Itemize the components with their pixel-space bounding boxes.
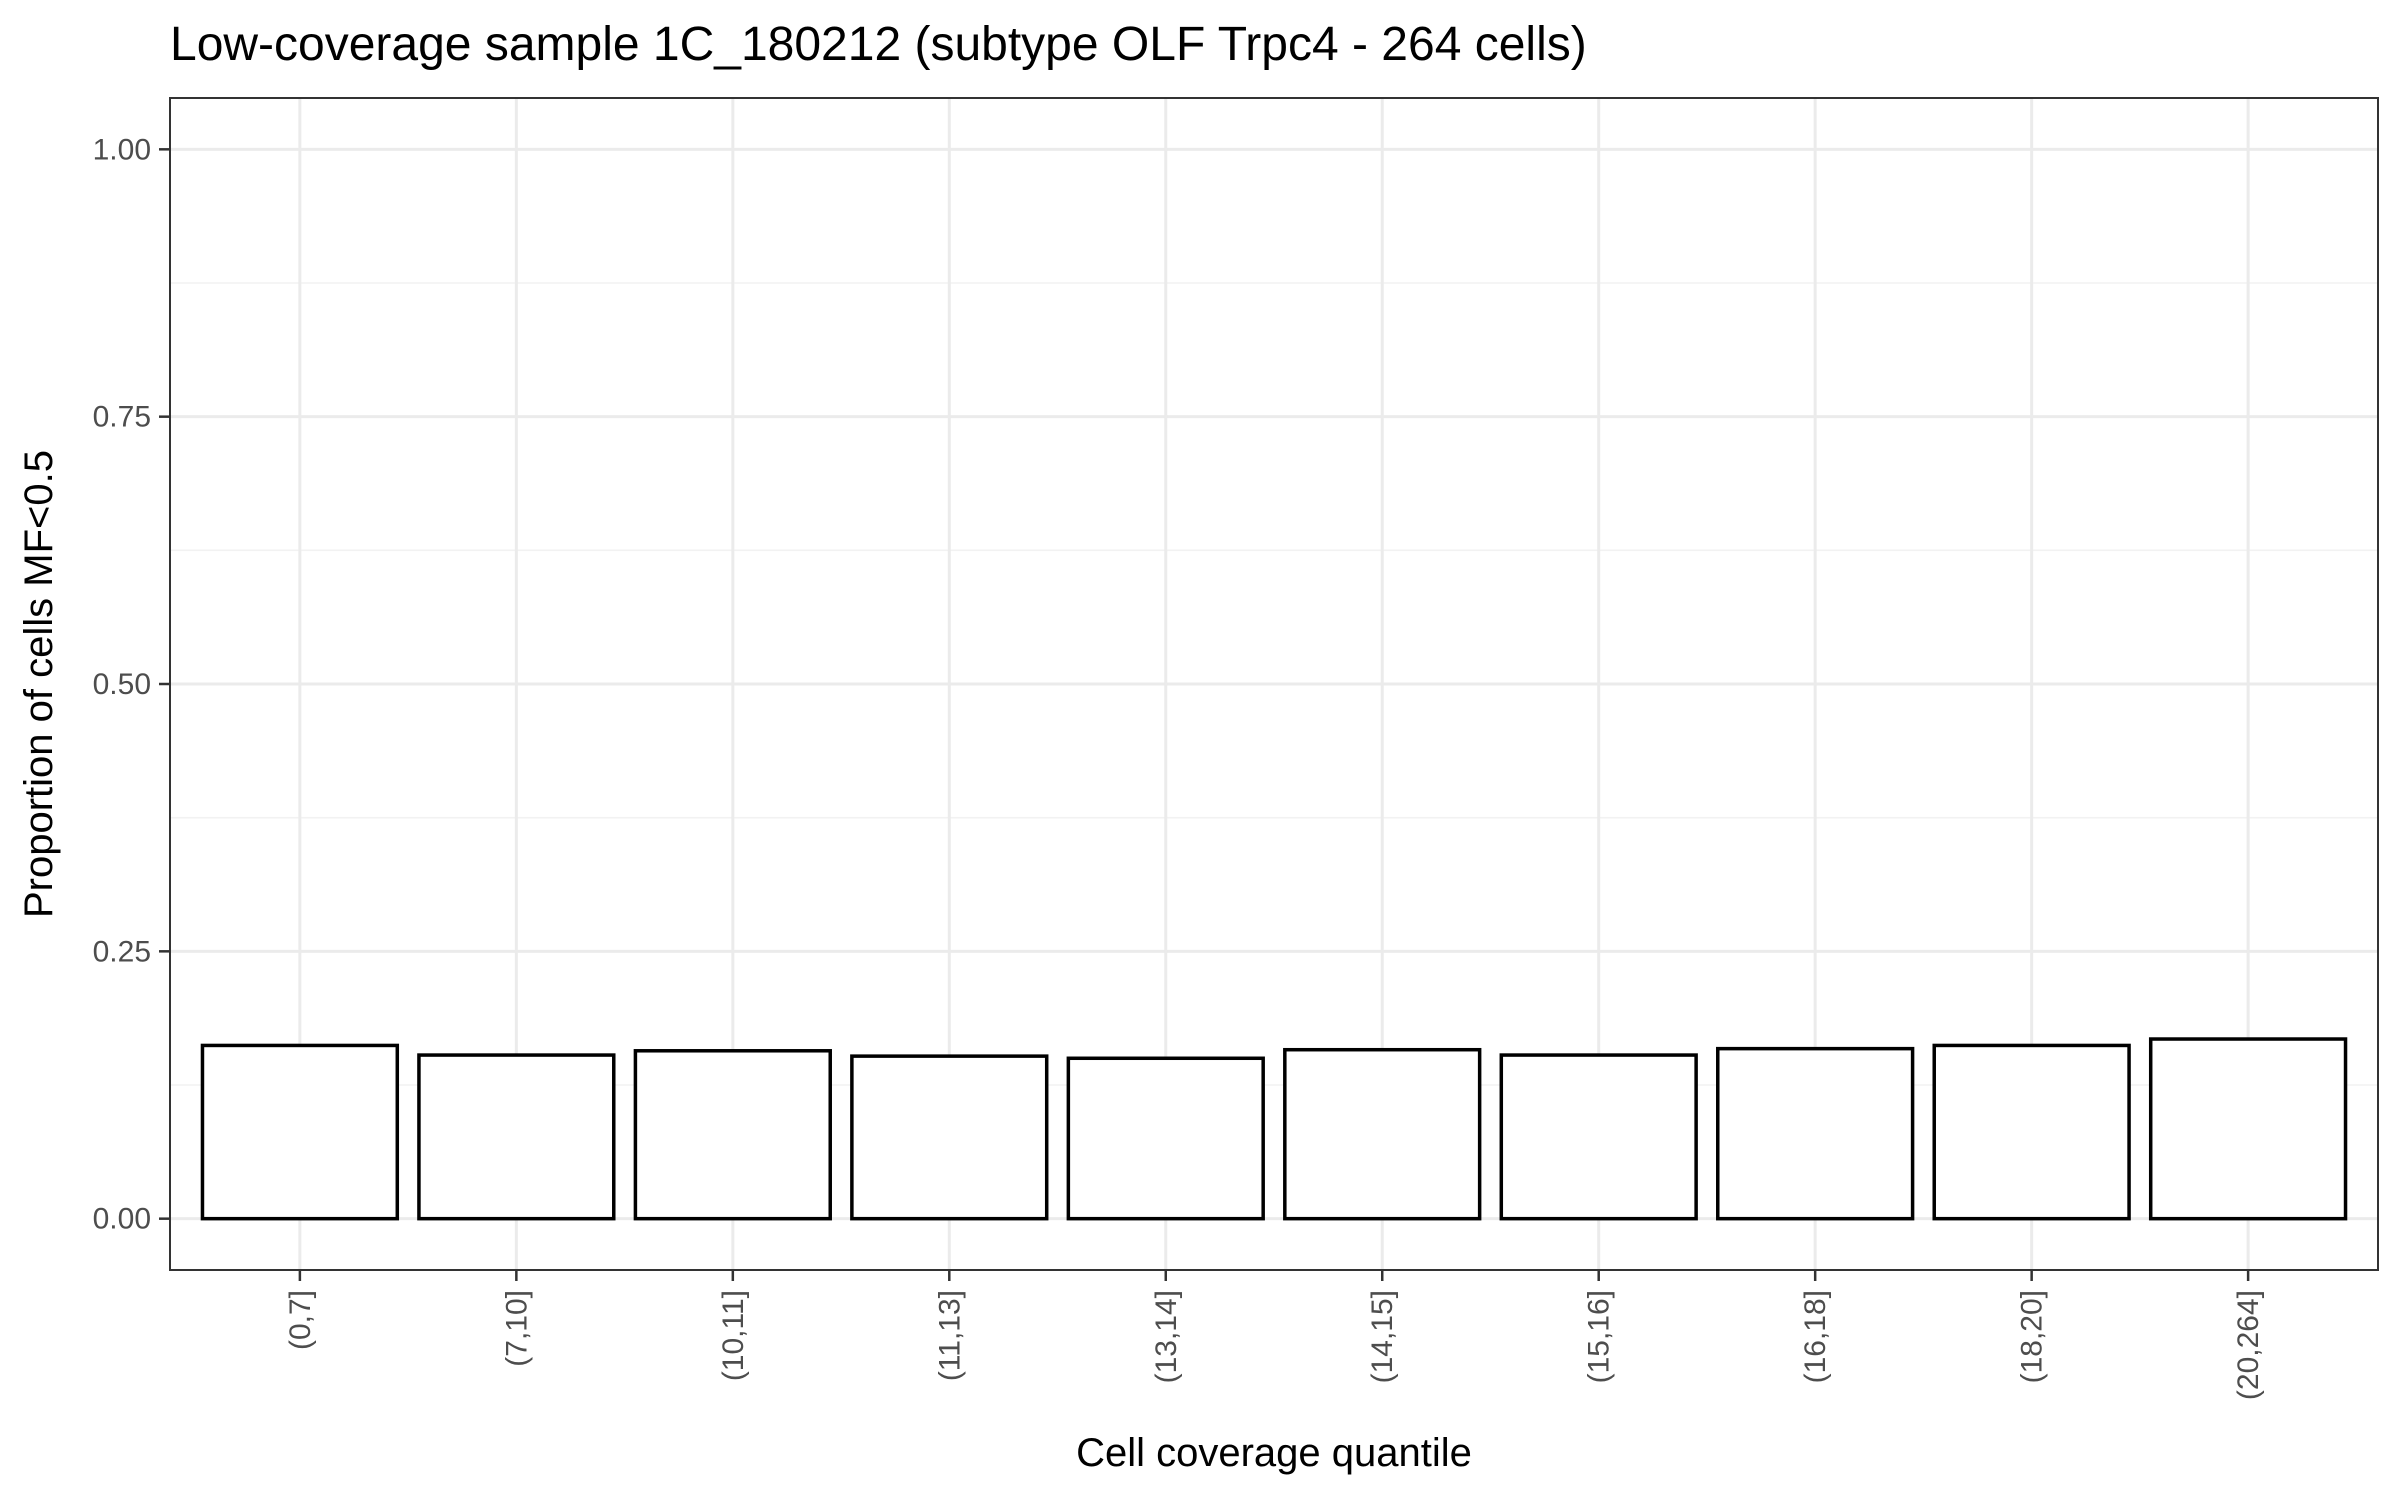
bar (1716, 1046, 1915, 1221)
bar (200, 1043, 400, 1221)
chart-title: Low-coverage sample 1C_180212 (subtype O… (170, 18, 1587, 71)
x-tick-label: (0,7] (284, 1290, 317, 1350)
y-axis-title: Proportion of cells MF<0.5 (17, 450, 61, 918)
bar (850, 1054, 1049, 1221)
x-tick-label: (20,264] (2232, 1290, 2265, 1400)
x-axis: (0,7] (7,10] (10,11] (11,13] (13,14] (14,15] (… (284, 1270, 2265, 1400)
x-tick-label: (18,20] (2016, 1290, 2049, 1383)
x-tick-label: (16,18] (1799, 1290, 1832, 1383)
y-tick-label: 0.75 (93, 401, 151, 434)
bar (2148, 1037, 2348, 1221)
y-axis: 0.00 0.25 0.50 0.75 1.00 (93, 133, 170, 1236)
x-tick-label: (14,15] (1366, 1290, 1399, 1383)
x-tick-label: (11,13] (933, 1290, 966, 1381)
y-tick-label: 0.00 (93, 1203, 151, 1236)
bar (1499, 1053, 1698, 1221)
bar (1283, 1047, 1482, 1221)
x-axis-title: Cell coverage quantile (1076, 1431, 1472, 1475)
x-tick-label: (15,16] (1583, 1290, 1616, 1383)
x-tick-label: (10,11] (717, 1290, 750, 1381)
bar (633, 1049, 832, 1221)
x-tick-label: (7,10] (500, 1290, 533, 1367)
x-tick-label: (13,14] (1150, 1290, 1183, 1383)
y-tick-label: 1.00 (93, 133, 151, 166)
bar (417, 1053, 616, 1221)
bar (1932, 1043, 2131, 1221)
y-tick-label: 0.50 (93, 668, 151, 701)
bar (1066, 1056, 1265, 1221)
bar-layer (200, 1037, 2348, 1221)
y-tick-label: 0.25 (93, 935, 151, 968)
